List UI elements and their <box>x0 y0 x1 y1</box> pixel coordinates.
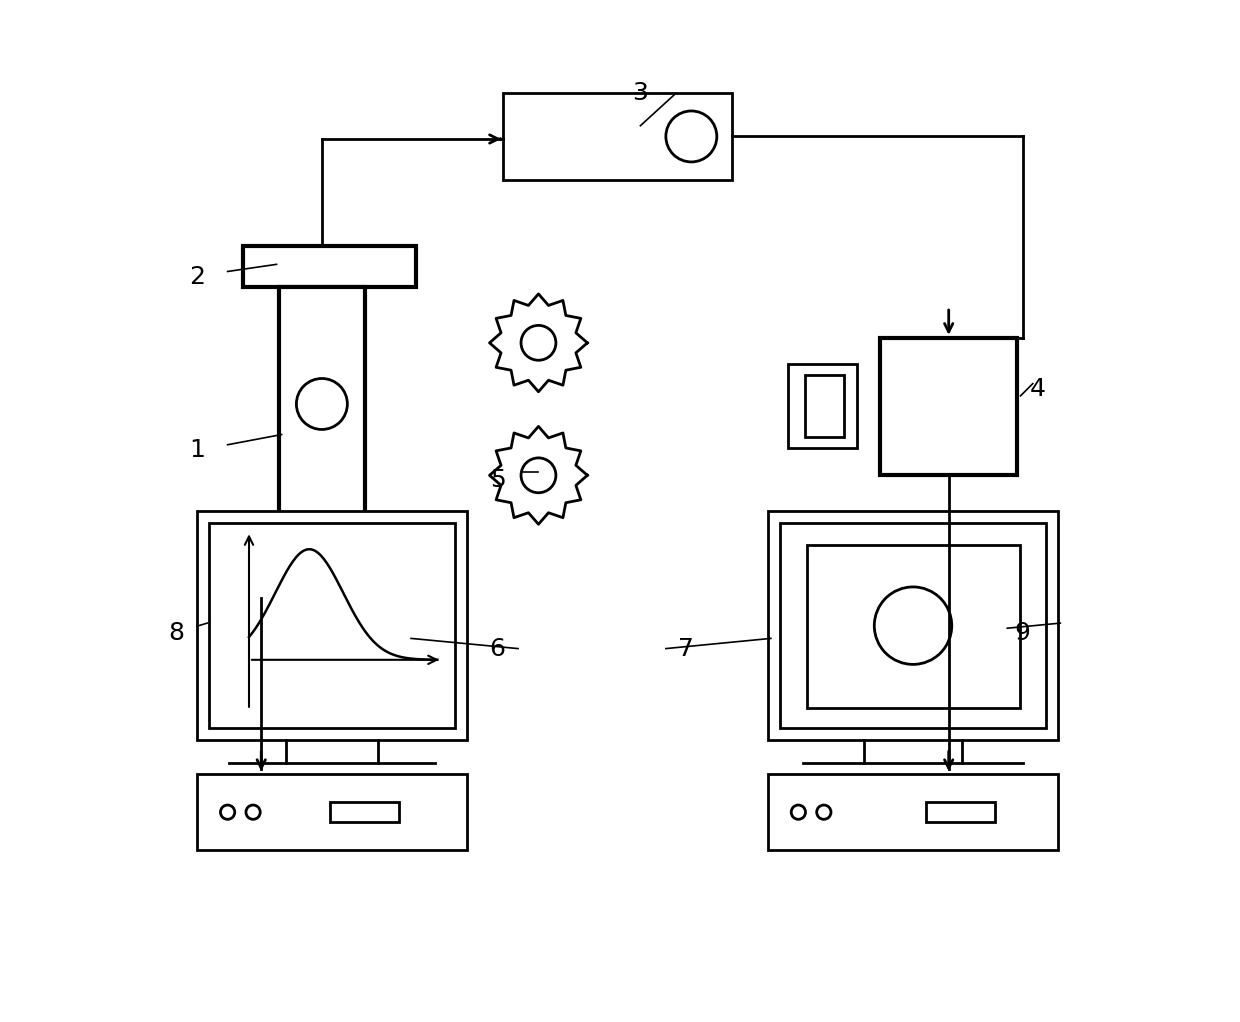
Bar <box>197 511 467 740</box>
Text: 1: 1 <box>188 437 205 462</box>
Bar <box>806 545 1019 707</box>
Bar <box>806 375 844 436</box>
Bar <box>272 521 373 557</box>
Bar <box>768 774 1058 850</box>
Bar <box>880 337 1018 475</box>
Text: 4: 4 <box>1030 377 1045 401</box>
Bar <box>243 246 417 287</box>
Bar <box>502 93 732 180</box>
Text: 2: 2 <box>188 265 205 288</box>
Text: 5: 5 <box>490 468 506 493</box>
Bar <box>768 511 1058 740</box>
Bar <box>926 802 994 823</box>
Text: 3: 3 <box>632 81 649 105</box>
Bar <box>243 557 417 598</box>
Text: 9: 9 <box>1014 621 1030 645</box>
Bar <box>780 523 1047 728</box>
Bar <box>789 364 858 448</box>
Bar <box>197 774 467 850</box>
Bar <box>279 287 366 521</box>
Bar <box>210 523 455 728</box>
Text: 7: 7 <box>678 637 694 660</box>
Text: 6: 6 <box>490 637 506 660</box>
Text: 8: 8 <box>169 621 185 645</box>
Bar <box>330 802 399 823</box>
